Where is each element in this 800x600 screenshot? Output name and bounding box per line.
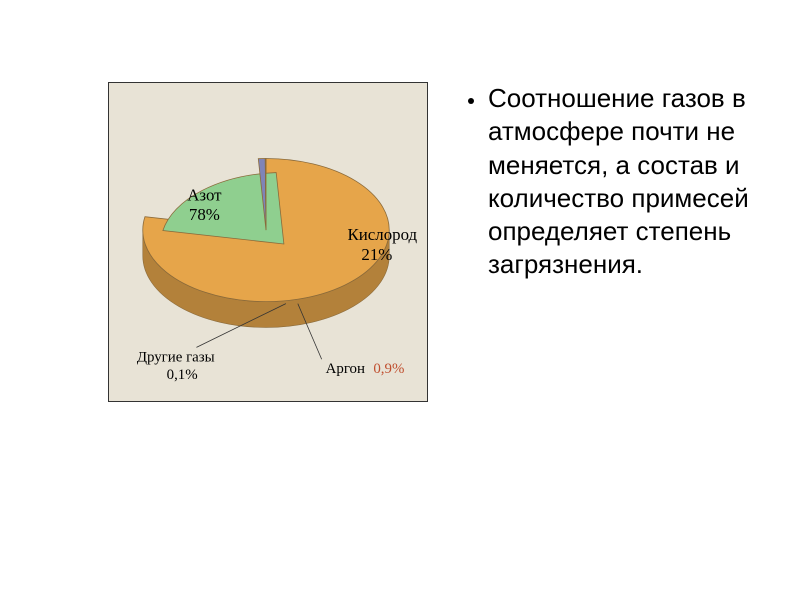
bullet-item: Соотношение газов в атмосфере почти не м… bbox=[468, 82, 798, 282]
bullet-dot-icon bbox=[468, 98, 474, 104]
slice-label-argon: Аргон bbox=[326, 361, 365, 377]
slice-label-other: Другие газы bbox=[137, 349, 215, 365]
slice-label-nitrogen: Азот bbox=[187, 185, 222, 204]
text-column: Соотношение газов в атмосфере почти не м… bbox=[468, 82, 798, 282]
pie-chart-panel: Азот78% Кислород21% Аргон 0,9% Другие газы 0,… bbox=[108, 82, 428, 402]
pie-chart-svg: Азот78% Кислород21% Аргон 0,9% Другие газы 0,… bbox=[109, 83, 427, 401]
slice-pct-oxygen: 21% bbox=[361, 245, 392, 264]
slide-root: Азот78% Кислород21% Аргон 0,9% Другие газы 0,… bbox=[0, 0, 800, 600]
slice-pct-other: 0,1% bbox=[167, 367, 198, 383]
slice-label-oxygen: Кислород bbox=[348, 225, 418, 244]
bullet-text: Соотношение газов в атмосфере почти не м… bbox=[488, 82, 798, 282]
slice-pct-nitrogen: 78% bbox=[189, 205, 220, 224]
slice-pct-argon: 0,9% bbox=[373, 361, 404, 377]
